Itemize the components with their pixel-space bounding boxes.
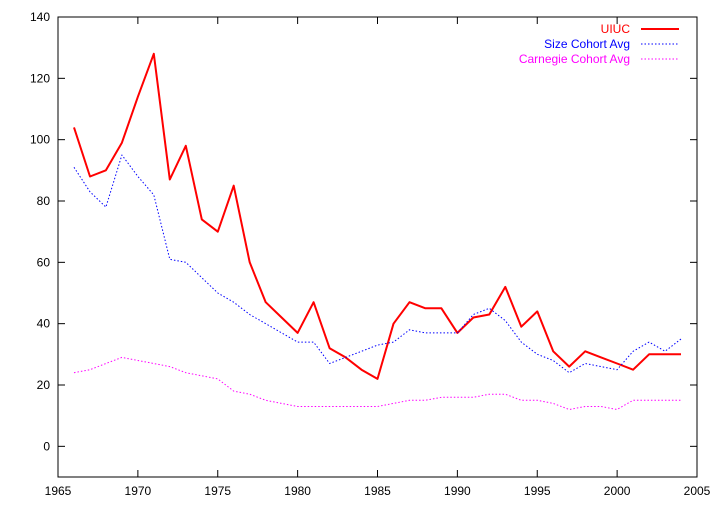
y-tick-label: 60 (37, 255, 51, 269)
x-tick-label: 1970 (125, 484, 152, 498)
legend-label-size-cohort-avg: Size Cohort Avg (544, 37, 630, 51)
plot-frame (57, 16, 698, 478)
y-tick-label: 0 (43, 439, 50, 453)
legend-label-uiuc: UIUC (601, 22, 631, 36)
series-line-size-cohort-avg (73, 154, 682, 374)
x-tick-label: 2000 (604, 484, 631, 498)
y-tick-label: 120 (30, 71, 50, 85)
y-tick-label: 80 (37, 194, 51, 208)
y-tick-label: 40 (37, 317, 51, 331)
series-line-uiuc (73, 52, 681, 380)
series-lines (73, 52, 682, 410)
legend-label-carnegie-cohort-avg: Carnegie Cohort Avg (519, 52, 630, 66)
x-tick-label: 1995 (524, 484, 551, 498)
series-line-carnegie-cohort-avg (73, 356, 681, 410)
x-tick-label: 1990 (444, 484, 471, 498)
x-tick-label: 1965 (45, 484, 72, 498)
y-tick-label: 20 (37, 378, 51, 392)
x-tick-label: 1975 (204, 484, 231, 498)
y-tick-label: 140 (30, 10, 50, 24)
x-tick-label: 1980 (284, 484, 311, 498)
x-tick-label: 1985 (364, 484, 391, 498)
x-tick-label: 2005 (684, 484, 711, 498)
axis-ticks: 1965 1970 1975 1980 1985 1990 1995 2000 2005 0 20 4… (30, 10, 711, 498)
y-tick-label: 100 (30, 133, 50, 147)
